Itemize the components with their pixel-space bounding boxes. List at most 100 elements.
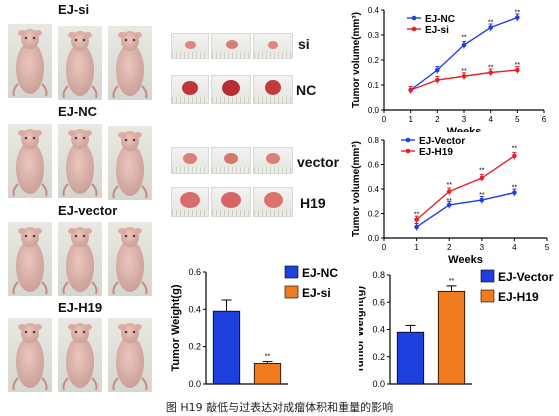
x-tick-label: 3 [462,115,467,124]
bar-0 [396,331,425,385]
legend-marker [405,148,411,154]
legend-swatch [284,265,299,279]
data-point [512,153,517,159]
data-point [461,42,467,48]
y-tick-label: 0.3 [368,31,380,40]
significance-mark: ** [449,278,455,285]
x-tick-label: 4 [488,115,493,124]
tumor-photo-si-3 [253,33,293,59]
mouse-photos [7,23,153,393]
y-axis-title: Tumor Weight(g) [170,284,182,371]
data-point [446,189,452,194]
legend-label: EJ-H19 [498,290,539,304]
data-point [515,67,520,73]
tumor-photo-vector-2 [211,147,251,174]
x-axis-title: Weeks [447,126,482,132]
mouse-photo-si-3 [107,25,153,101]
tumor-photo-vector-1 [171,147,209,174]
bar-chart-si-weight: 0.0 0.2 0.4 0.6 Tumor Weight(g) ** EJ-NC EJ-si [170,265,338,389]
legend-label: EJ-si [425,25,449,36]
tumor-photo-nc-2 [211,75,251,104]
tumor-photo-h19-2 [211,187,251,217]
tumor-photo-nc-1 [171,75,209,104]
x-tick-label: 1 [408,115,413,124]
x-tick-label: 6 [542,115,547,124]
significance-mark: ** [479,192,485,199]
y-tick-label: 0.6 [188,267,201,277]
significance-mark: ** [512,145,518,152]
significance-mark: ** [265,354,271,361]
significance-mark: ** [414,212,420,219]
significance-mark: ** [488,19,494,26]
legend-swatch [480,289,495,303]
figure-caption: 图 H19 敲低与过表达对成瘤体积和重量的影响 [165,401,394,414]
y-tick-label: 0.6 [372,297,385,307]
mouse-photo-h19-1 [7,317,53,393]
significance-mark: ** [515,62,521,69]
legend-marker [411,15,417,21]
x-tick-label: 5 [545,243,550,252]
y-tick-label: 0.0 [368,234,380,243]
tumor-photo-nc-3 [253,75,293,104]
legend-label: EJ-H19 [419,147,453,158]
bar-1 [437,290,466,385]
data-point [446,202,452,208]
x-tick-label: 0 [382,115,387,124]
x-axis-title: Weeks [448,254,483,265]
y-tick-label: 0.2 [372,352,385,362]
significance-mark: ** [512,185,518,192]
y-tick-label: 0.1 [368,81,380,90]
tumor-photo-h19-1 [171,187,209,217]
data-point [488,25,493,30]
tumor-label-nc: NC [296,82,317,98]
line-chart-si-volume: 0.0 0.1 0.2 0.3 0.4 0 1 2 3 4 5 6 Weeks Tumor volume(… [351,6,547,132]
data-point [408,87,413,93]
significance-mark: ** [515,9,521,16]
tumor-photo-vector-3 [253,147,293,174]
x-tick-label: 1 [414,243,419,252]
x-tick-label: 2 [435,115,440,124]
y-tick-label: 0.4 [368,6,380,15]
y-axis-title: Tumor volume(mm³) [351,141,362,237]
bar-chart-h19-weight: 0.0 0.2 0.4 0.6 0.8 Tumor Weight(g) ** EJ-Vecto… [359,269,554,389]
x-tick-label: 2 [447,243,452,252]
data-point [479,197,485,203]
x-tick-label: 3 [480,243,485,252]
x-tick-label: 5 [515,115,520,124]
y-tick-label: 0.2 [368,56,380,65]
data-point [414,224,419,230]
mouse-photo-h19-3 [107,317,153,393]
mouse-photo-nc-1 [7,123,53,199]
legend-marker [405,137,411,143]
data-point [435,77,440,83]
significance-mark: ** [488,64,494,71]
data-point [488,70,493,75]
tumor-label-si: si [298,36,310,52]
y-axis-title: Tumor Weight(g) [359,286,366,373]
y-tick-label: 0.8 [372,270,385,280]
legend-label: EJ-si [302,286,331,300]
data-point [414,217,419,222]
mouse-photo-si-2 [57,25,103,101]
mouse-photo-nc-2 [57,123,103,199]
significance-mark: ** [479,167,485,174]
x-tick-label: 0 [382,243,387,252]
legend-swatch [284,285,299,299]
tumor-photo-si-1 [171,33,209,59]
series-line-1 [416,155,515,221]
y-tick-label: 0.2 [368,210,380,219]
data-point [512,190,517,195]
group-label-ej-h19: EJ-H19 [58,300,103,315]
y-tick-label: 0.4 [368,185,380,194]
group-label-ej-si: EJ-si [58,2,90,17]
bar-0 [212,310,241,385]
significance-mark: ** [461,68,467,75]
bar-1 [253,363,282,385]
tumor-photo-si-2 [211,33,251,59]
line-chart-h19-volume: 0.0 0.2 0.4 0.6 0.8 0 1 2 3 4 5 Weeks Tumor volume(m… [351,136,550,265]
y-tick-label: 0.8 [368,136,380,145]
y-tick-label: 0.6 [368,161,380,170]
tumor-photo-h19-3 [253,187,293,217]
significance-mark: ** [446,198,452,205]
data-point [435,67,440,73]
